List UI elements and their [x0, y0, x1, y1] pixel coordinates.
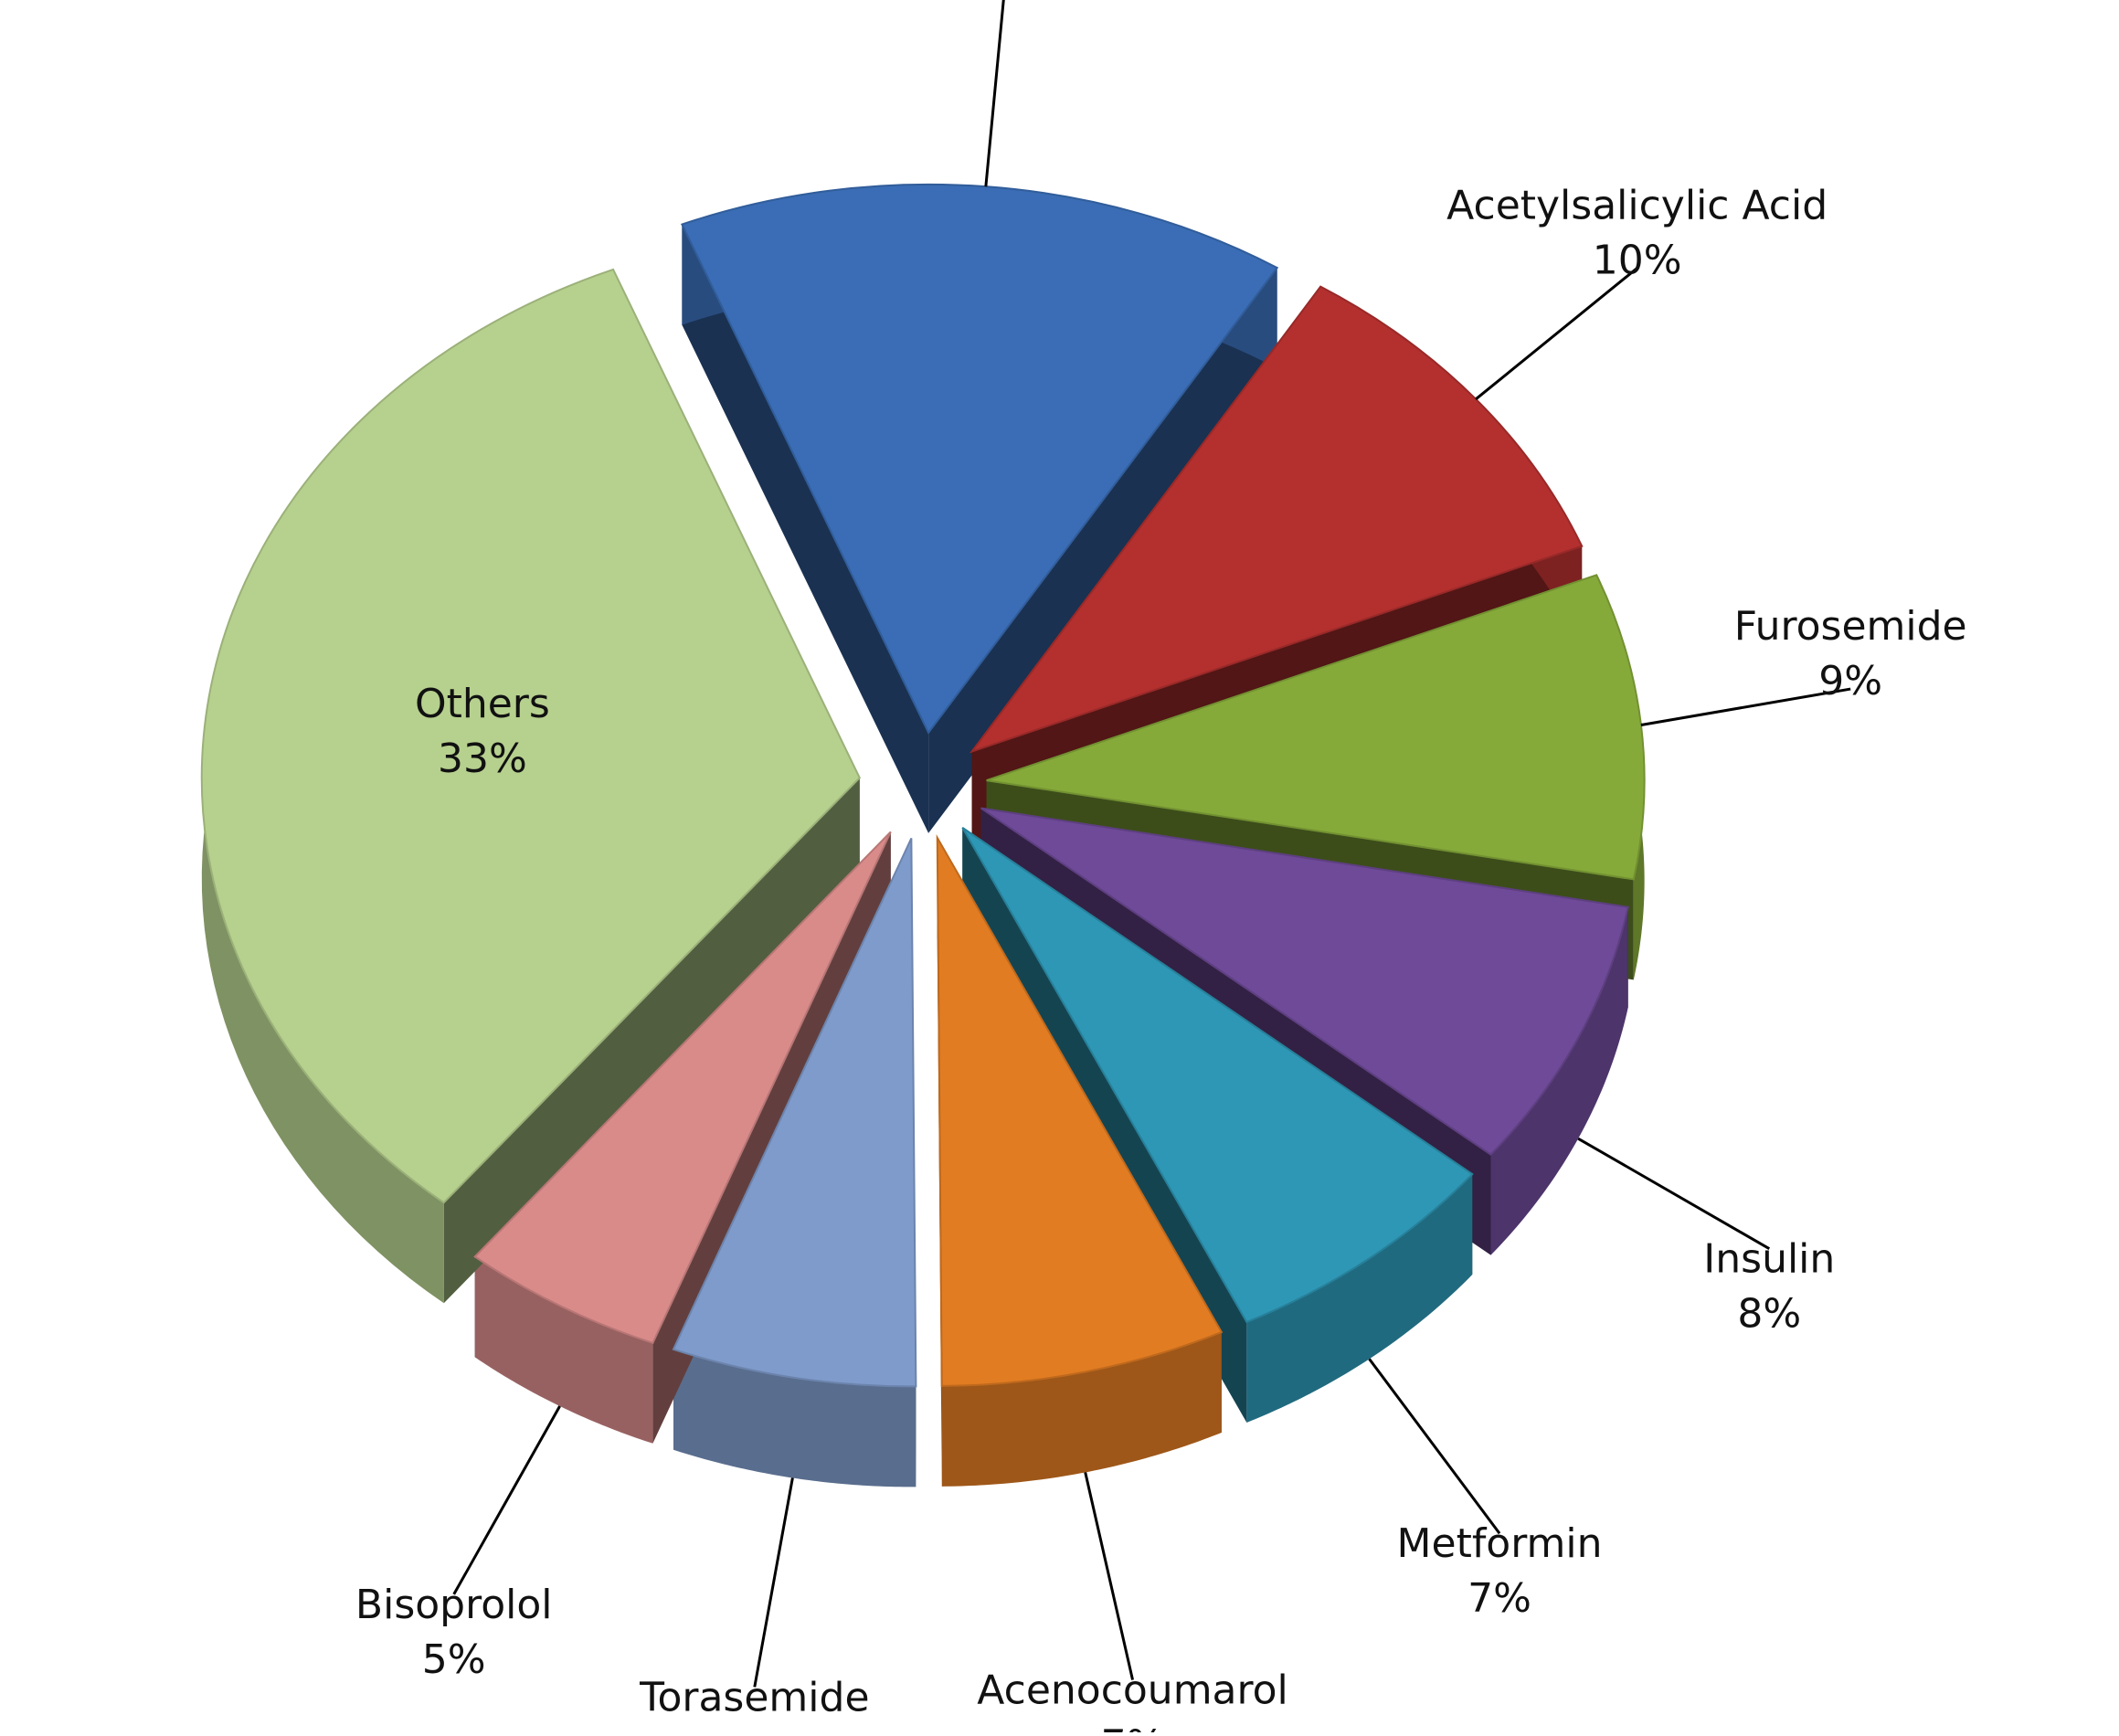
slice-wall: [443, 778, 860, 1304]
slice-side: [673, 1349, 916, 1487]
leader-line: [1577, 1137, 1771, 1250]
slice-label: Acetylsalicylic Acid: [1446, 182, 1828, 228]
slice-label: Furosemide: [1734, 603, 1967, 650]
slice-value-label: 10%: [1593, 237, 1682, 283]
slice-value-label: 8%: [1737, 1291, 1801, 1338]
slice: [473, 831, 892, 1345]
slice-value-label: 7%: [1101, 1722, 1165, 1732]
slice-value-label: 15%: [959, 0, 1049, 9]
leader-line: [452, 1405, 561, 1595]
slice: [980, 807, 1629, 1156]
leader-line: [753, 1477, 794, 1688]
slice-side: [474, 1256, 653, 1444]
slice-side: [1246, 1174, 1473, 1423]
slice-label: Torasemide: [639, 1674, 869, 1720]
leader-line: [1640, 687, 1851, 726]
slice-value-label: 5%: [422, 1636, 486, 1683]
slice-wall: [682, 224, 929, 833]
slice: [200, 268, 861, 1204]
slice-label: Metformin: [1397, 1520, 1603, 1567]
slice: [986, 574, 1646, 881]
slice-value-label: 9%: [1818, 658, 1882, 704]
slice-value-label: 33%: [438, 736, 527, 782]
leader-line: [984, 0, 1005, 187]
slice-side: [1490, 906, 1628, 1255]
slice-label: Others: [415, 681, 550, 727]
slice-label: Bisoprolol: [355, 1582, 553, 1628]
slice: [969, 285, 1584, 754]
slice-value-label: 7%: [1467, 1575, 1531, 1622]
leader-line: [1475, 267, 1638, 400]
leader-line: [1368, 1358, 1501, 1535]
labels: Hydrochlorotiazide15%Acetylsalicylic Aci…: [355, 0, 1967, 1736]
slice-label: Insulin: [1703, 1236, 1835, 1283]
slice-label: Acenocoumarol: [977, 1667, 1287, 1714]
slice-tops: [200, 183, 1646, 1388]
slice-side: [941, 1331, 1222, 1487]
leader-line: [1084, 1472, 1135, 1680]
slice: [961, 827, 1474, 1324]
slice: [936, 834, 1224, 1387]
slice-value-label: 6%: [723, 1729, 787, 1732]
slice: [672, 837, 917, 1388]
slice: [680, 183, 1279, 735]
